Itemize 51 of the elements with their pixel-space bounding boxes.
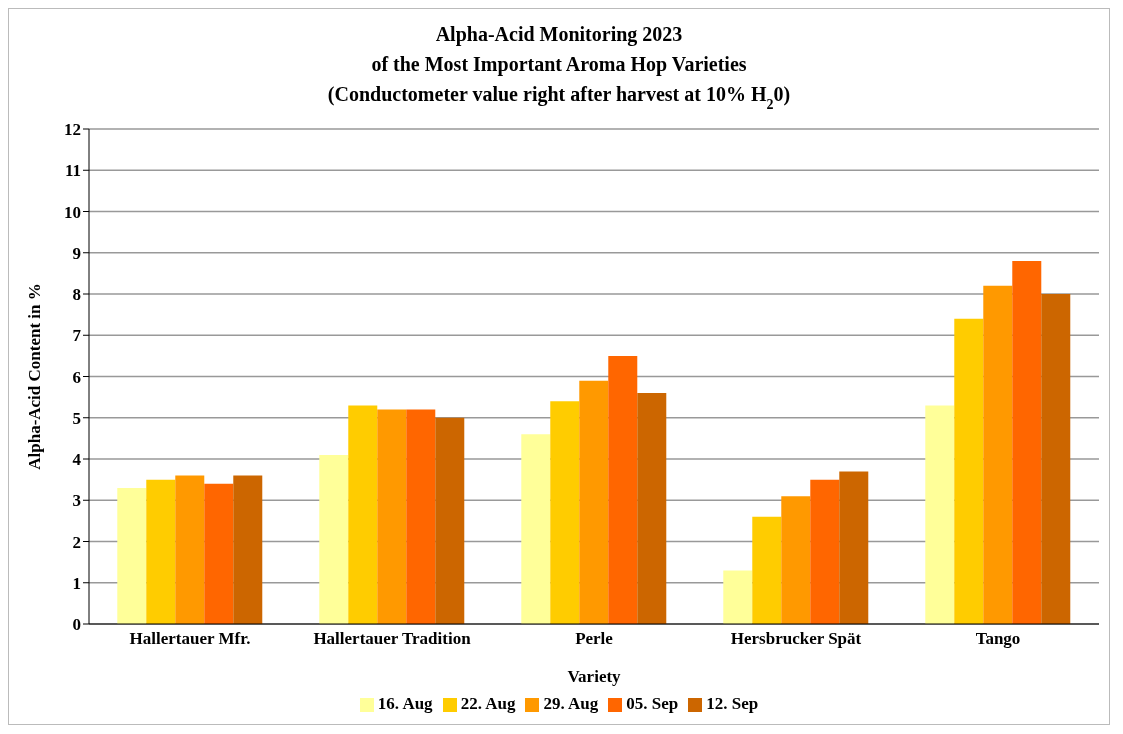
bar — [348, 405, 378, 624]
bar — [723, 570, 753, 624]
legend-label: 22. Aug — [460, 694, 516, 713]
bar — [550, 401, 580, 624]
y-tick-label: 2 — [72, 532, 81, 552]
y-axis-title: Alpha-Acid Content in % — [25, 283, 45, 470]
y-tick-label: 5 — [72, 408, 81, 428]
bar — [204, 483, 234, 624]
bar — [1041, 294, 1071, 624]
bar — [579, 380, 609, 624]
bar — [117, 487, 147, 624]
bar — [377, 409, 407, 624]
bar — [781, 496, 811, 624]
bar — [521, 434, 551, 624]
y-tick-label: 3 — [72, 491, 81, 511]
y-tick-label: 11 — [64, 161, 81, 181]
y-tick-label: 10 — [64, 202, 81, 222]
bar — [175, 475, 205, 624]
bar — [233, 475, 263, 624]
bar — [983, 285, 1013, 624]
chart-title: Alpha-Acid Monitoring 2023 of the Most Important Aroma Hop Varieties (Conductometer value right after harvest at 10% H$_{2}$0) — [327, 23, 791, 112]
legend-label: 29. Aug — [543, 694, 599, 713]
bar — [319, 454, 349, 624]
x-axis-title: Variety — [567, 667, 622, 686]
y-tick-label: 1 — [72, 573, 81, 593]
y-tick-label: 9 — [72, 243, 81, 263]
bar — [1012, 261, 1042, 624]
bar — [752, 516, 782, 624]
bar — [608, 355, 638, 624]
legend-label: 16. Aug — [377, 694, 433, 713]
bar — [810, 479, 840, 624]
x-tick-label: Tango — [975, 629, 1021, 649]
legend-label: 12. Sep — [706, 694, 759, 713]
bar — [954, 318, 984, 624]
x-tick-label: Hersbrucker Spät — [730, 629, 862, 649]
y-tick-label: 4 — [72, 450, 82, 470]
bar — [435, 417, 465, 624]
bar — [637, 393, 667, 624]
y-tick-label: 7 — [72, 326, 82, 346]
y-tick-label: 6 — [72, 367, 81, 387]
bar — [925, 405, 955, 624]
bar — [146, 479, 176, 624]
y-tick-label: 0 — [72, 615, 81, 635]
y-tick-label: 8 — [72, 285, 81, 305]
x-tick-label: Hallertauer Tradition — [313, 629, 472, 649]
x-tick-label: Hallertauer Mfr. — [129, 629, 251, 649]
bar — [839, 471, 869, 624]
legend-label: 05. Sep — [626, 694, 679, 713]
bar — [406, 409, 436, 624]
y-tick-label: 12 — [64, 120, 81, 140]
x-tick-label: Perle — [575, 629, 614, 649]
